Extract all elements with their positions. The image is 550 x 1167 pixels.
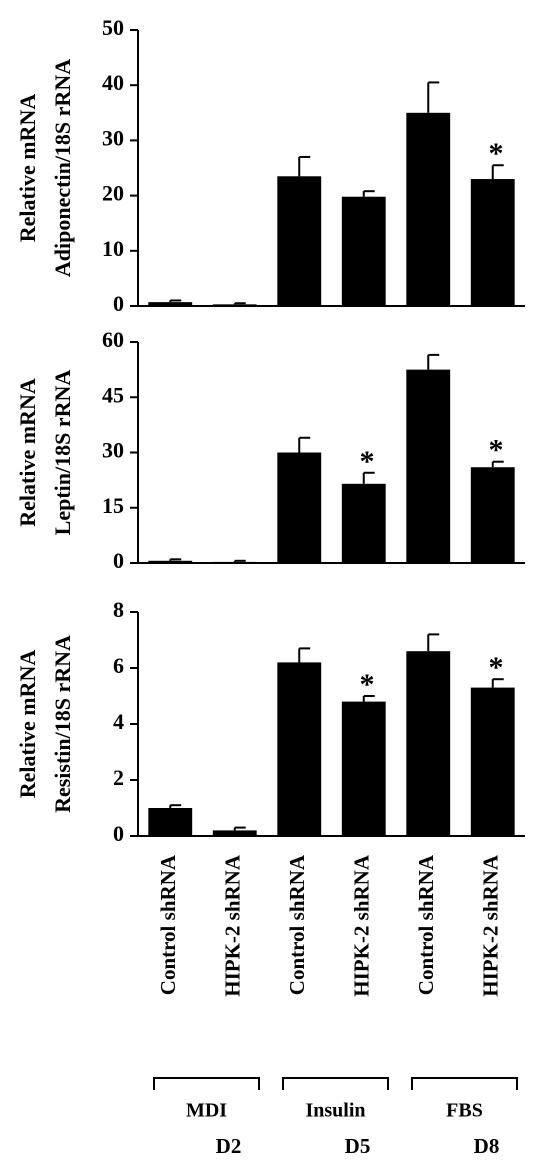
y-axis-label: Leptin/18S rRNA xyxy=(50,370,75,536)
group-bracket xyxy=(282,1077,389,1090)
significance-marker: * xyxy=(488,651,503,684)
y-tick-label: 30 xyxy=(102,125,124,150)
bar xyxy=(406,112,451,306)
y-axis-label: Resistin/18S rRNA xyxy=(50,635,75,813)
y-tick-label: 45 xyxy=(102,382,124,407)
y-tick-label: 4 xyxy=(113,709,124,734)
group-label: MDI xyxy=(186,1100,227,1122)
y-axis-label: Relative mRNA xyxy=(15,650,40,799)
y-tick-label: 0 xyxy=(113,821,124,846)
day-label: D8 xyxy=(474,1134,500,1158)
y-axis-label: Adiponectin/18S rRNA xyxy=(50,59,75,277)
bar xyxy=(277,452,322,563)
bar xyxy=(470,467,515,563)
group-label: FBS xyxy=(446,1100,483,1122)
y-tick-label: 50 xyxy=(102,15,124,40)
bar xyxy=(148,560,193,563)
x-tick-label: Control shRNA xyxy=(285,854,309,995)
bar xyxy=(470,179,515,306)
bar xyxy=(406,651,451,836)
bar xyxy=(470,687,515,836)
y-tick-label: 10 xyxy=(102,236,124,261)
y-tick-label: 0 xyxy=(113,548,124,573)
y-tick-label: 20 xyxy=(102,181,124,206)
x-tick-label: HIPK-2 shRNA xyxy=(221,854,245,997)
bar xyxy=(341,701,386,836)
x-tick-label: HIPK-2 shRNA xyxy=(350,854,374,997)
x-tick-label: Control shRNA xyxy=(414,854,438,995)
bar xyxy=(212,561,257,563)
bar xyxy=(406,369,451,563)
y-tick-label: 40 xyxy=(102,70,124,95)
y-tick-label: 8 xyxy=(113,597,124,622)
y-tick-label: 0 xyxy=(113,291,124,316)
significance-marker: * xyxy=(488,137,503,170)
significance-marker: * xyxy=(359,445,374,478)
bar xyxy=(148,808,193,836)
y-tick-label: 15 xyxy=(102,493,124,518)
y-tick-label: 2 xyxy=(113,765,124,790)
day-label: D2 xyxy=(216,1134,242,1158)
y-tick-label: 30 xyxy=(102,438,124,463)
y-axis-label: Relative mRNA xyxy=(15,378,40,527)
bar xyxy=(212,304,257,306)
day-label: D5 xyxy=(345,1134,371,1158)
significance-marker: * xyxy=(488,434,503,467)
significance-marker: * xyxy=(359,668,374,701)
x-tick-label: HIPK-2 shRNA xyxy=(479,854,503,997)
y-axis-label: Relative mRNA xyxy=(15,94,40,243)
group-bracket xyxy=(153,1077,260,1090)
bar xyxy=(212,830,257,836)
bar xyxy=(341,483,386,563)
group-label: Insulin xyxy=(305,1100,365,1122)
bar xyxy=(277,176,322,306)
group-bracket xyxy=(411,1077,518,1090)
bar xyxy=(341,196,386,306)
x-tick-label: Control shRNA xyxy=(156,854,180,995)
bar xyxy=(277,662,322,836)
bar xyxy=(148,302,193,306)
y-tick-label: 6 xyxy=(113,653,124,678)
y-tick-label: 60 xyxy=(102,327,124,352)
